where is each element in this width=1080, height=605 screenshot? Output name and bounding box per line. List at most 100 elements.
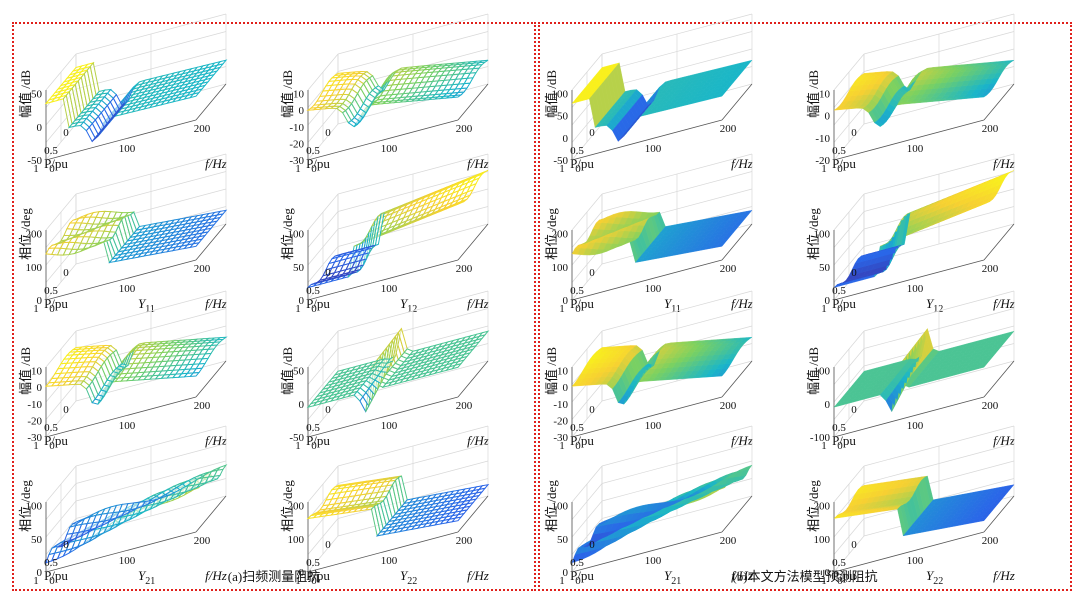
p-tick-label: 1: [559, 575, 565, 587]
z-tick-label: 0: [299, 295, 305, 307]
p-axis-label: P/pu: [44, 568, 68, 583]
p-tick-label: 0.5: [832, 557, 846, 569]
axis-line: [983, 495, 1015, 533]
z-tick-label: 0: [563, 382, 569, 394]
f-tick-label: 200: [720, 535, 737, 547]
surface-cell: [215, 209, 228, 216]
f-tick-label: 200: [194, 123, 211, 135]
f-tick-label: 200: [456, 535, 473, 547]
p-tick-label: 0.5: [306, 285, 320, 297]
z-tick-label: -10: [27, 399, 42, 411]
surface-plot: 100 50 0 1 0.5 0 0 100 200 相位 /deg P/pu f/Hz Y21: [542, 425, 802, 587]
z-tick-label: -30: [553, 432, 568, 444]
surface-plot: 10 0 -10 -20 1 0.5 0 0 100 200 幅值 /dB P/pu f/Hz: [804, 13, 1064, 175]
f-tick-label: 100: [381, 143, 398, 155]
z-tick-label: 10: [819, 89, 831, 101]
y-axis-label: 幅值 /dB: [280, 347, 295, 395]
z-tick-label: 200: [288, 501, 305, 513]
y-axis-label: 幅值 /dB: [18, 347, 33, 395]
p-tick-label: 1: [821, 163, 827, 175]
p-tick-label: 0: [63, 539, 69, 551]
surface-cell: [742, 464, 753, 471]
p-tick-label: 1: [295, 163, 301, 175]
surface: [571, 464, 753, 564]
surface-plot: 100 50 0 1 0.5 0 0 100 200 相位 /deg P/pu f/Hz Y21: [16, 425, 276, 587]
axis-line: [571, 396, 723, 438]
p-tick-label: 0.5: [570, 285, 584, 297]
z-tick-label: -50: [27, 155, 42, 167]
y-axis-label: 相位 /deg: [544, 208, 559, 260]
surface: [833, 475, 1015, 537]
p-axis-label: P/pu: [832, 433, 856, 448]
surface-cell: [479, 169, 489, 175]
y-axis-label: 幅值 /dB: [806, 347, 821, 395]
p-tick-label: 0: [325, 267, 331, 279]
f-tick-label: 0: [575, 575, 581, 587]
z-tick-label: 0: [563, 295, 569, 307]
f-tick-label: 0: [311, 440, 317, 452]
surface: [45, 209, 228, 264]
p-tick-label: 0.5: [832, 422, 846, 434]
f-tick-label: 200: [456, 263, 473, 275]
z-tick-label: 0: [37, 567, 43, 579]
f-tick-label: 100: [119, 420, 136, 432]
z-tick-label: -30: [27, 432, 42, 444]
axis-line: [307, 531, 459, 573]
z-tick-label: 50: [557, 534, 569, 546]
p-tick-label: 0.5: [306, 422, 320, 434]
axis-line: [721, 495, 753, 533]
p-axis-label: P/pu: [306, 568, 330, 583]
p-tick-label: 0: [851, 127, 857, 139]
p-tick-label: 1: [821, 303, 827, 315]
z-tick-label: 200: [26, 229, 43, 241]
surface-plot: 50 0 -50 1 0.5 0 0 100 200 幅值 /dB P/pu f/Hz: [16, 13, 276, 175]
z-tick-label: 100: [814, 366, 831, 378]
axis-line: [195, 360, 227, 398]
f-axis-label: f/Hz: [467, 156, 489, 171]
z-tick-label: 0: [299, 567, 305, 579]
z-tick-label: 0: [825, 567, 831, 579]
surface-cell: [477, 483, 490, 491]
p-tick-label: 1: [33, 163, 39, 175]
surface-cell: [1005, 170, 1015, 175]
z-tick-label: 100: [814, 534, 831, 546]
p-axis-label: P/pu: [44, 156, 68, 171]
f-tick-label: 0: [49, 575, 55, 587]
z-tick-label: 50: [31, 89, 43, 101]
f-tick-label: 100: [381, 420, 398, 432]
surface-plot: 10 0 -10 -20 -30 1 0.5 0 0 100 200 幅值 /dB P/pu f/Hz: [542, 290, 802, 452]
f-tick-label: 0: [575, 303, 581, 315]
z-tick-label: -20: [27, 415, 42, 427]
axis-line: [195, 223, 227, 261]
surface-cell: [1004, 330, 1015, 337]
surface: [833, 60, 1015, 127]
surface-cell: [742, 336, 753, 341]
p-axis-label: P/pu: [832, 156, 856, 171]
surface-plot: 200 100 0 1 0.5 0 0 100 200 相位 /deg P/pu f/Hz Y11: [542, 153, 802, 315]
panel-measured: (a)扫频测量阻抗 50 0 -50 1 0.5 0 0 100 200 幅值 /dB P/pu f/…: [12, 13, 538, 591]
z-tick-label: -50: [553, 155, 568, 167]
z-tick-label: 0: [563, 133, 569, 145]
surface: [306, 475, 490, 537]
y-axis-label: 幅值 /dB: [18, 70, 33, 118]
panel-caption: (a)扫频测量阻抗: [227, 569, 321, 584]
p-axis-label: P/pu: [832, 296, 856, 311]
axis-line: [195, 495, 227, 533]
p-axis-label: P/pu: [570, 296, 594, 311]
axis-grid: [571, 153, 753, 301]
f-tick-label: 100: [907, 420, 924, 432]
f-tick-label: 200: [720, 123, 737, 135]
z-tick-label: -10: [289, 122, 304, 134]
surface-plot: 200 100 0 1 0.5 0 0 100 200 相位 /deg P/pu f/Hz Y22: [278, 425, 538, 587]
y-axis-label: 幅值 /dB: [280, 70, 295, 118]
z-tick-label: 100: [814, 229, 831, 241]
z-tick-label: 100: [552, 501, 569, 513]
z-tick-label: -50: [289, 432, 304, 444]
f-tick-label: 200: [194, 535, 211, 547]
z-tick-label: 0: [299, 399, 305, 411]
p-tick-label: 0.5: [306, 145, 320, 157]
f-tick-label: 100: [381, 283, 398, 295]
